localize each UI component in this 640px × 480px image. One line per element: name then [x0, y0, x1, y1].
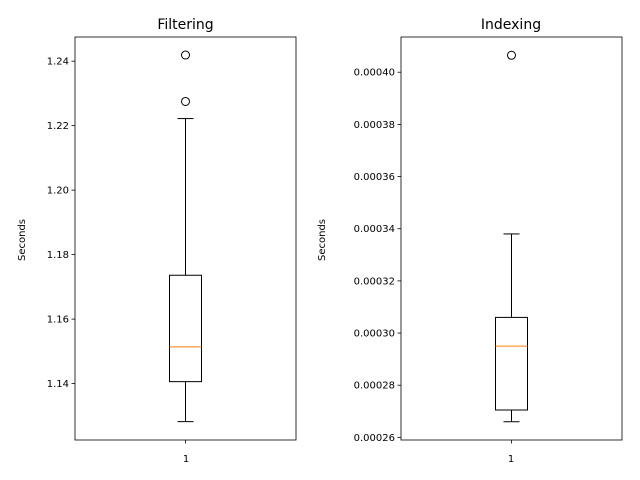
indexing-outlier-point — [507, 50, 516, 60]
filtering-y-tick-label: 1.16 — [47, 315, 69, 326]
indexing-panel: Indexing Seconds 1 0.00026 0.00028 0.00030… — [317, 17, 623, 465]
filtering-panel: Filtering Seconds 1 1.14 1.16 1.18 1.20 1.22… — [17, 17, 297, 465]
indexing-y-axis-label: Seconds — [317, 219, 328, 261]
filtering-y-tick-label: 1.20 — [47, 186, 69, 197]
filtering-y-axis-label: Seconds — [17, 219, 28, 261]
indexing-y-tick-label: 0.00032 — [354, 276, 395, 287]
filtering-x-tick-label: 1 — [183, 454, 189, 465]
filtering-y-tick-label: 1.18 — [47, 250, 69, 261]
filtering-y-tick-label: 1.14 — [47, 379, 69, 390]
filtering-title: Filtering — [157, 17, 213, 33]
filtering-y-tick-label: 1.22 — [47, 121, 69, 132]
filtering-box — [169, 274, 202, 383]
indexing-title: Indexing — [481, 17, 541, 33]
indexing-box — [495, 316, 528, 411]
filtering-outlier-point — [181, 96, 190, 106]
indexing-y-tick-label: 0.00038 — [354, 120, 395, 131]
filtering-outlier-point — [181, 50, 190, 60]
filtering-y-tick-label: 1.24 — [47, 57, 69, 68]
indexing-y-tick-label: 0.00030 — [354, 329, 395, 340]
indexing-y-tick-label: 0.00036 — [354, 172, 395, 183]
indexing-y-tick-label: 0.00040 — [354, 68, 395, 79]
indexing-y-tick-label: 0.00026 — [354, 433, 395, 444]
indexing-y-tick-label: 0.00034 — [354, 224, 395, 235]
indexing-x-tick-label: 1 — [508, 454, 514, 465]
indexing-y-tick-label: 0.00028 — [354, 381, 395, 392]
